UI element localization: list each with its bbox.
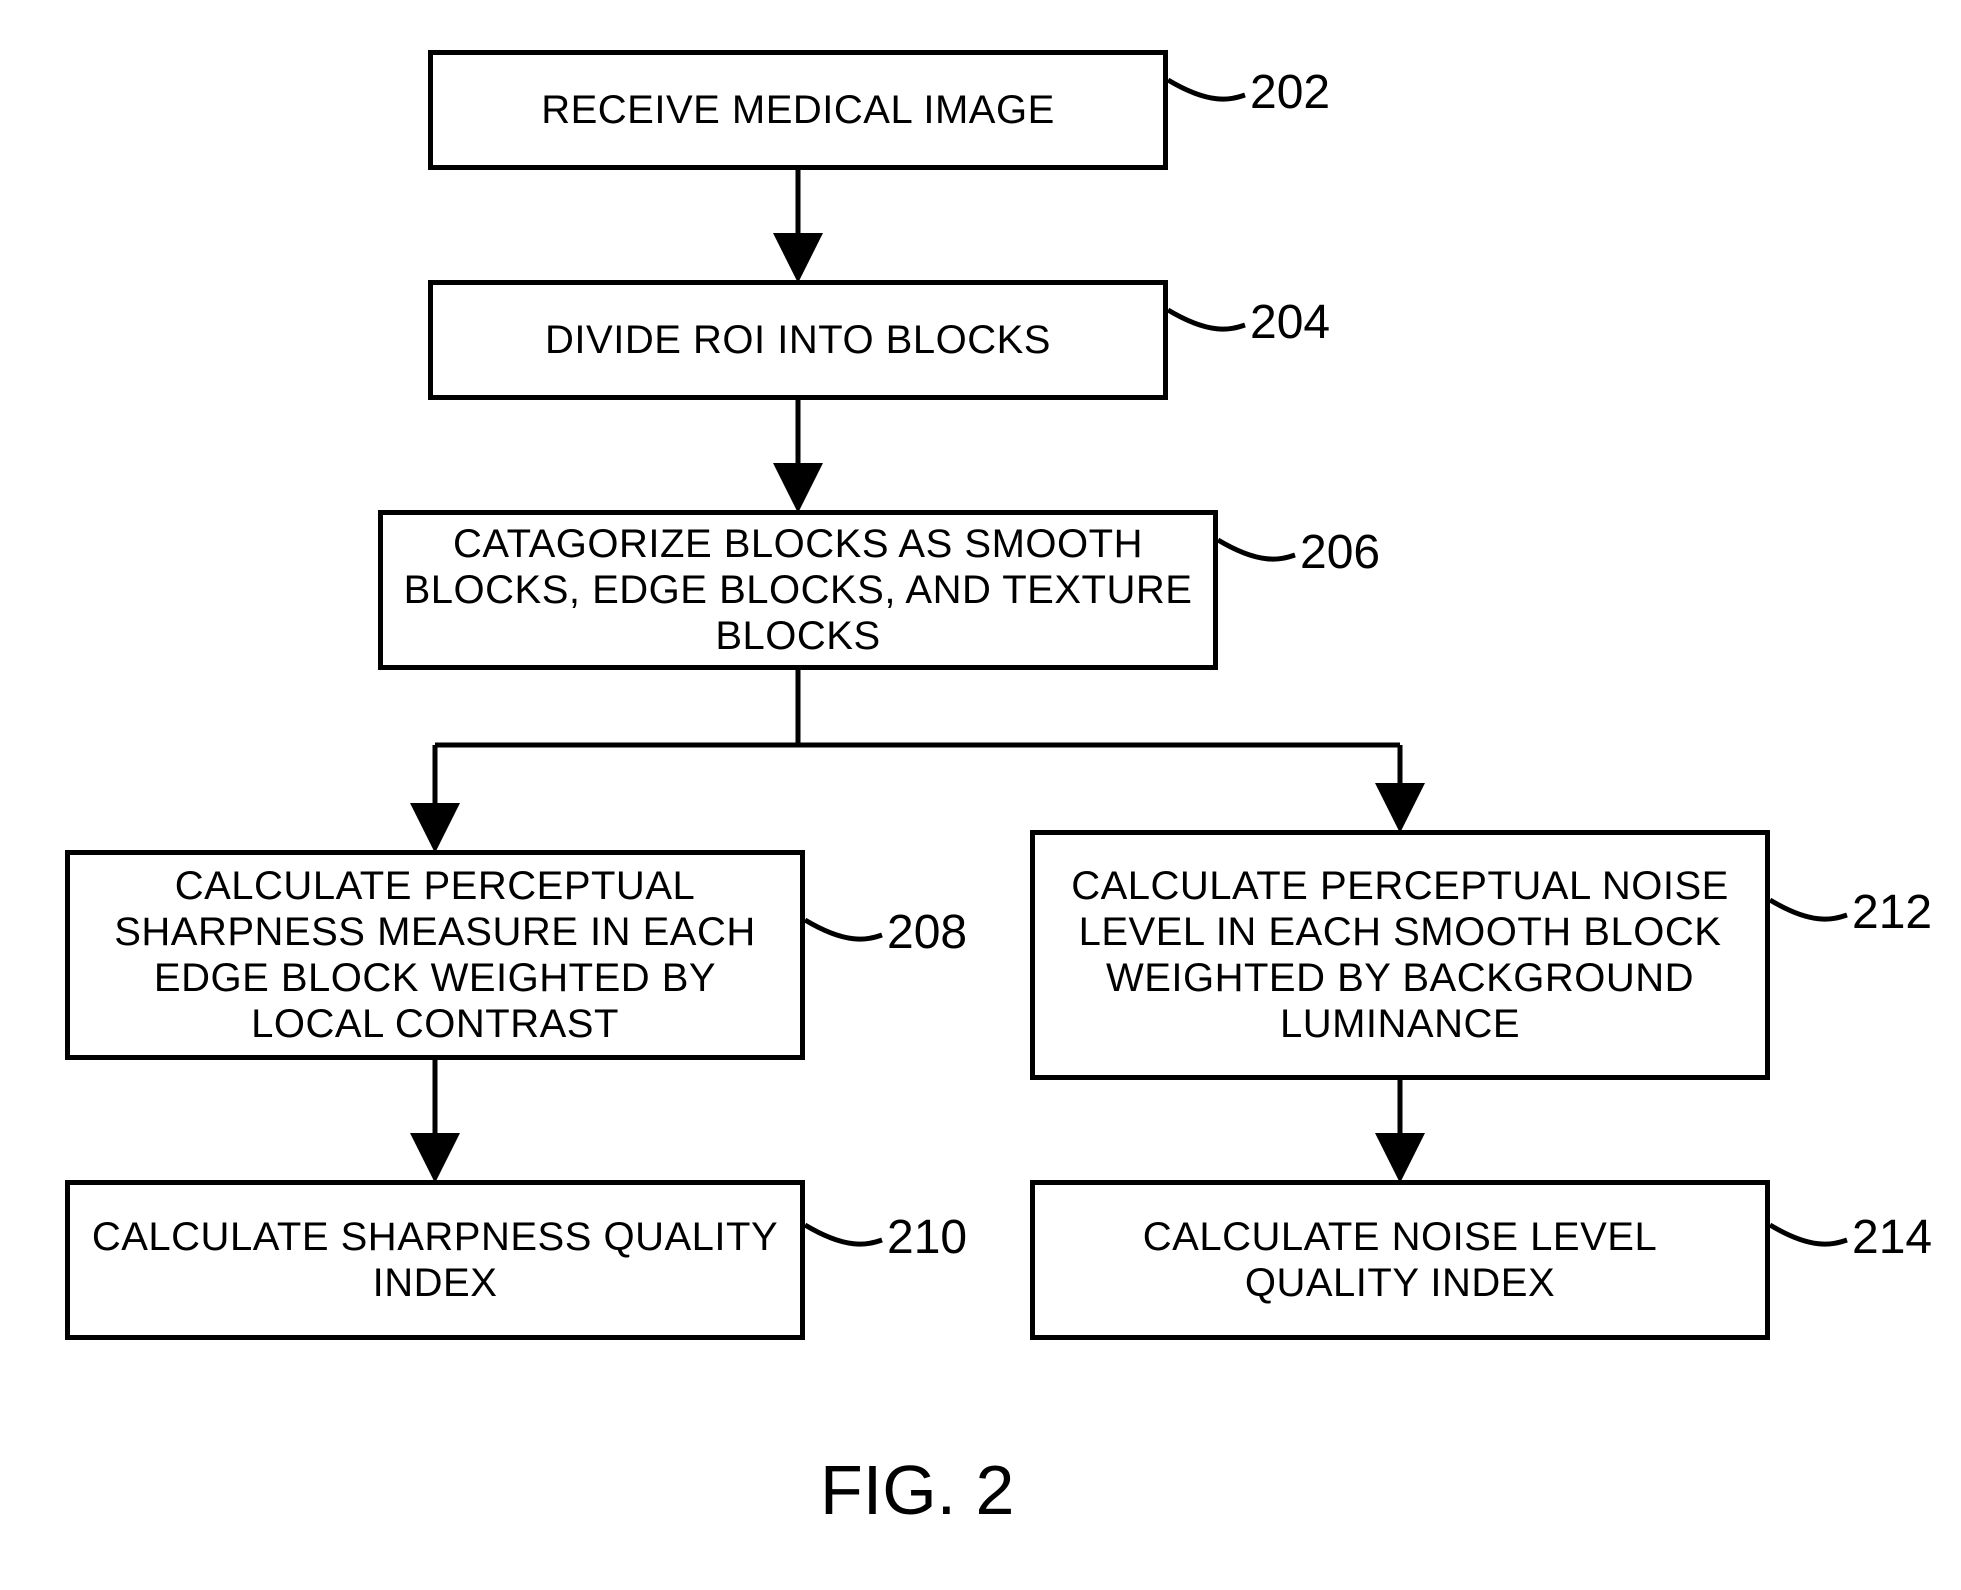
node-calc-sharpness-measure: CALCULATE PERCEPTUAL SHARPNESS MEASURE I… — [65, 850, 805, 1060]
figure-label-text: FIG. 2 — [820, 1451, 1014, 1529]
node-divide-roi: DIVIDE ROI INTO BLOCKS — [428, 280, 1168, 400]
node-text: CALCULATE PERCEPTUAL NOISE LEVEL IN EACH… — [1055, 863, 1745, 1047]
node-calc-noise-level: CALCULATE PERCEPTUAL NOISE LEVEL IN EACH… — [1030, 830, 1770, 1080]
leader-line-icon — [0, 0, 1961, 1590]
leader-line-icon — [0, 0, 1961, 1590]
node-text: CALCULATE PERCEPTUAL SHARPNESS MEASURE I… — [90, 863, 780, 1047]
node-calc-noise-index: CALCULATE NOISE LEVEL QUALITY INDEX — [1030, 1180, 1770, 1340]
node-text: DIVIDE ROI INTO BLOCKS — [545, 317, 1051, 363]
node-text: CALCULATE SHARPNESS QUALITY INDEX — [90, 1214, 780, 1306]
node-text: CALCULATE NOISE LEVEL QUALITY INDEX — [1055, 1214, 1745, 1306]
leader-line-icon — [0, 0, 1961, 1590]
leader-line-icon — [0, 0, 1961, 1590]
node-text: RECEIVE MEDICAL IMAGE — [541, 87, 1055, 133]
figure-label: FIG. 2 — [820, 1450, 1014, 1530]
node-categorize-blocks: CATAGORIZE BLOCKS AS SMOOTH BLOCKS, EDGE… — [378, 510, 1218, 670]
flowchart-container: RECEIVE MEDICAL IMAGE DIVIDE ROI INTO BL… — [0, 0, 1961, 1590]
ref-text: 214 — [1852, 1210, 1932, 1265]
ref-text: 208 — [887, 905, 967, 960]
ref-text: 212 — [1852, 885, 1932, 940]
ref-text: 202 — [1250, 65, 1330, 120]
node-receive-medical-image: RECEIVE MEDICAL IMAGE — [428, 50, 1168, 170]
leader-line-icon — [0, 0, 1961, 1590]
node-calc-sharpness-index: CALCULATE SHARPNESS QUALITY INDEX — [65, 1180, 805, 1340]
leader-line-icon — [0, 0, 1961, 1590]
ref-text: 210 — [887, 1210, 967, 1265]
node-text: CATAGORIZE BLOCKS AS SMOOTH BLOCKS, EDGE… — [403, 521, 1193, 659]
ref-text: 204 — [1250, 295, 1330, 350]
ref-text: 206 — [1300, 525, 1380, 580]
leader-line-icon — [0, 0, 1961, 1590]
arrows-overlay — [0, 0, 1961, 1590]
